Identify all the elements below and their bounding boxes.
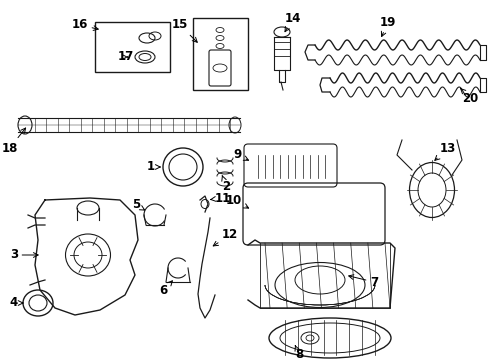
Text: 17: 17 (118, 50, 134, 63)
Text: 16: 16 (71, 18, 98, 31)
Text: 11: 11 (210, 192, 231, 204)
Bar (193, 18, 247, 90)
Text: 7: 7 (348, 275, 377, 288)
Text: 14: 14 (285, 12, 301, 32)
Text: 15: 15 (171, 18, 197, 42)
Text: 8: 8 (294, 346, 303, 360)
Text: 6: 6 (160, 281, 172, 297)
Text: 2: 2 (222, 175, 230, 193)
Text: 10: 10 (225, 194, 248, 208)
Text: 20: 20 (460, 89, 477, 104)
Bar (95, 22, 170, 72)
Text: 9: 9 (233, 148, 248, 162)
Text: 12: 12 (213, 229, 238, 246)
Text: 3: 3 (10, 248, 38, 261)
Text: 1: 1 (146, 161, 160, 174)
Text: 5: 5 (131, 198, 144, 211)
Text: 13: 13 (434, 141, 455, 160)
Text: 4: 4 (10, 297, 23, 310)
Text: 19: 19 (379, 15, 396, 36)
Text: 18: 18 (1, 128, 25, 154)
